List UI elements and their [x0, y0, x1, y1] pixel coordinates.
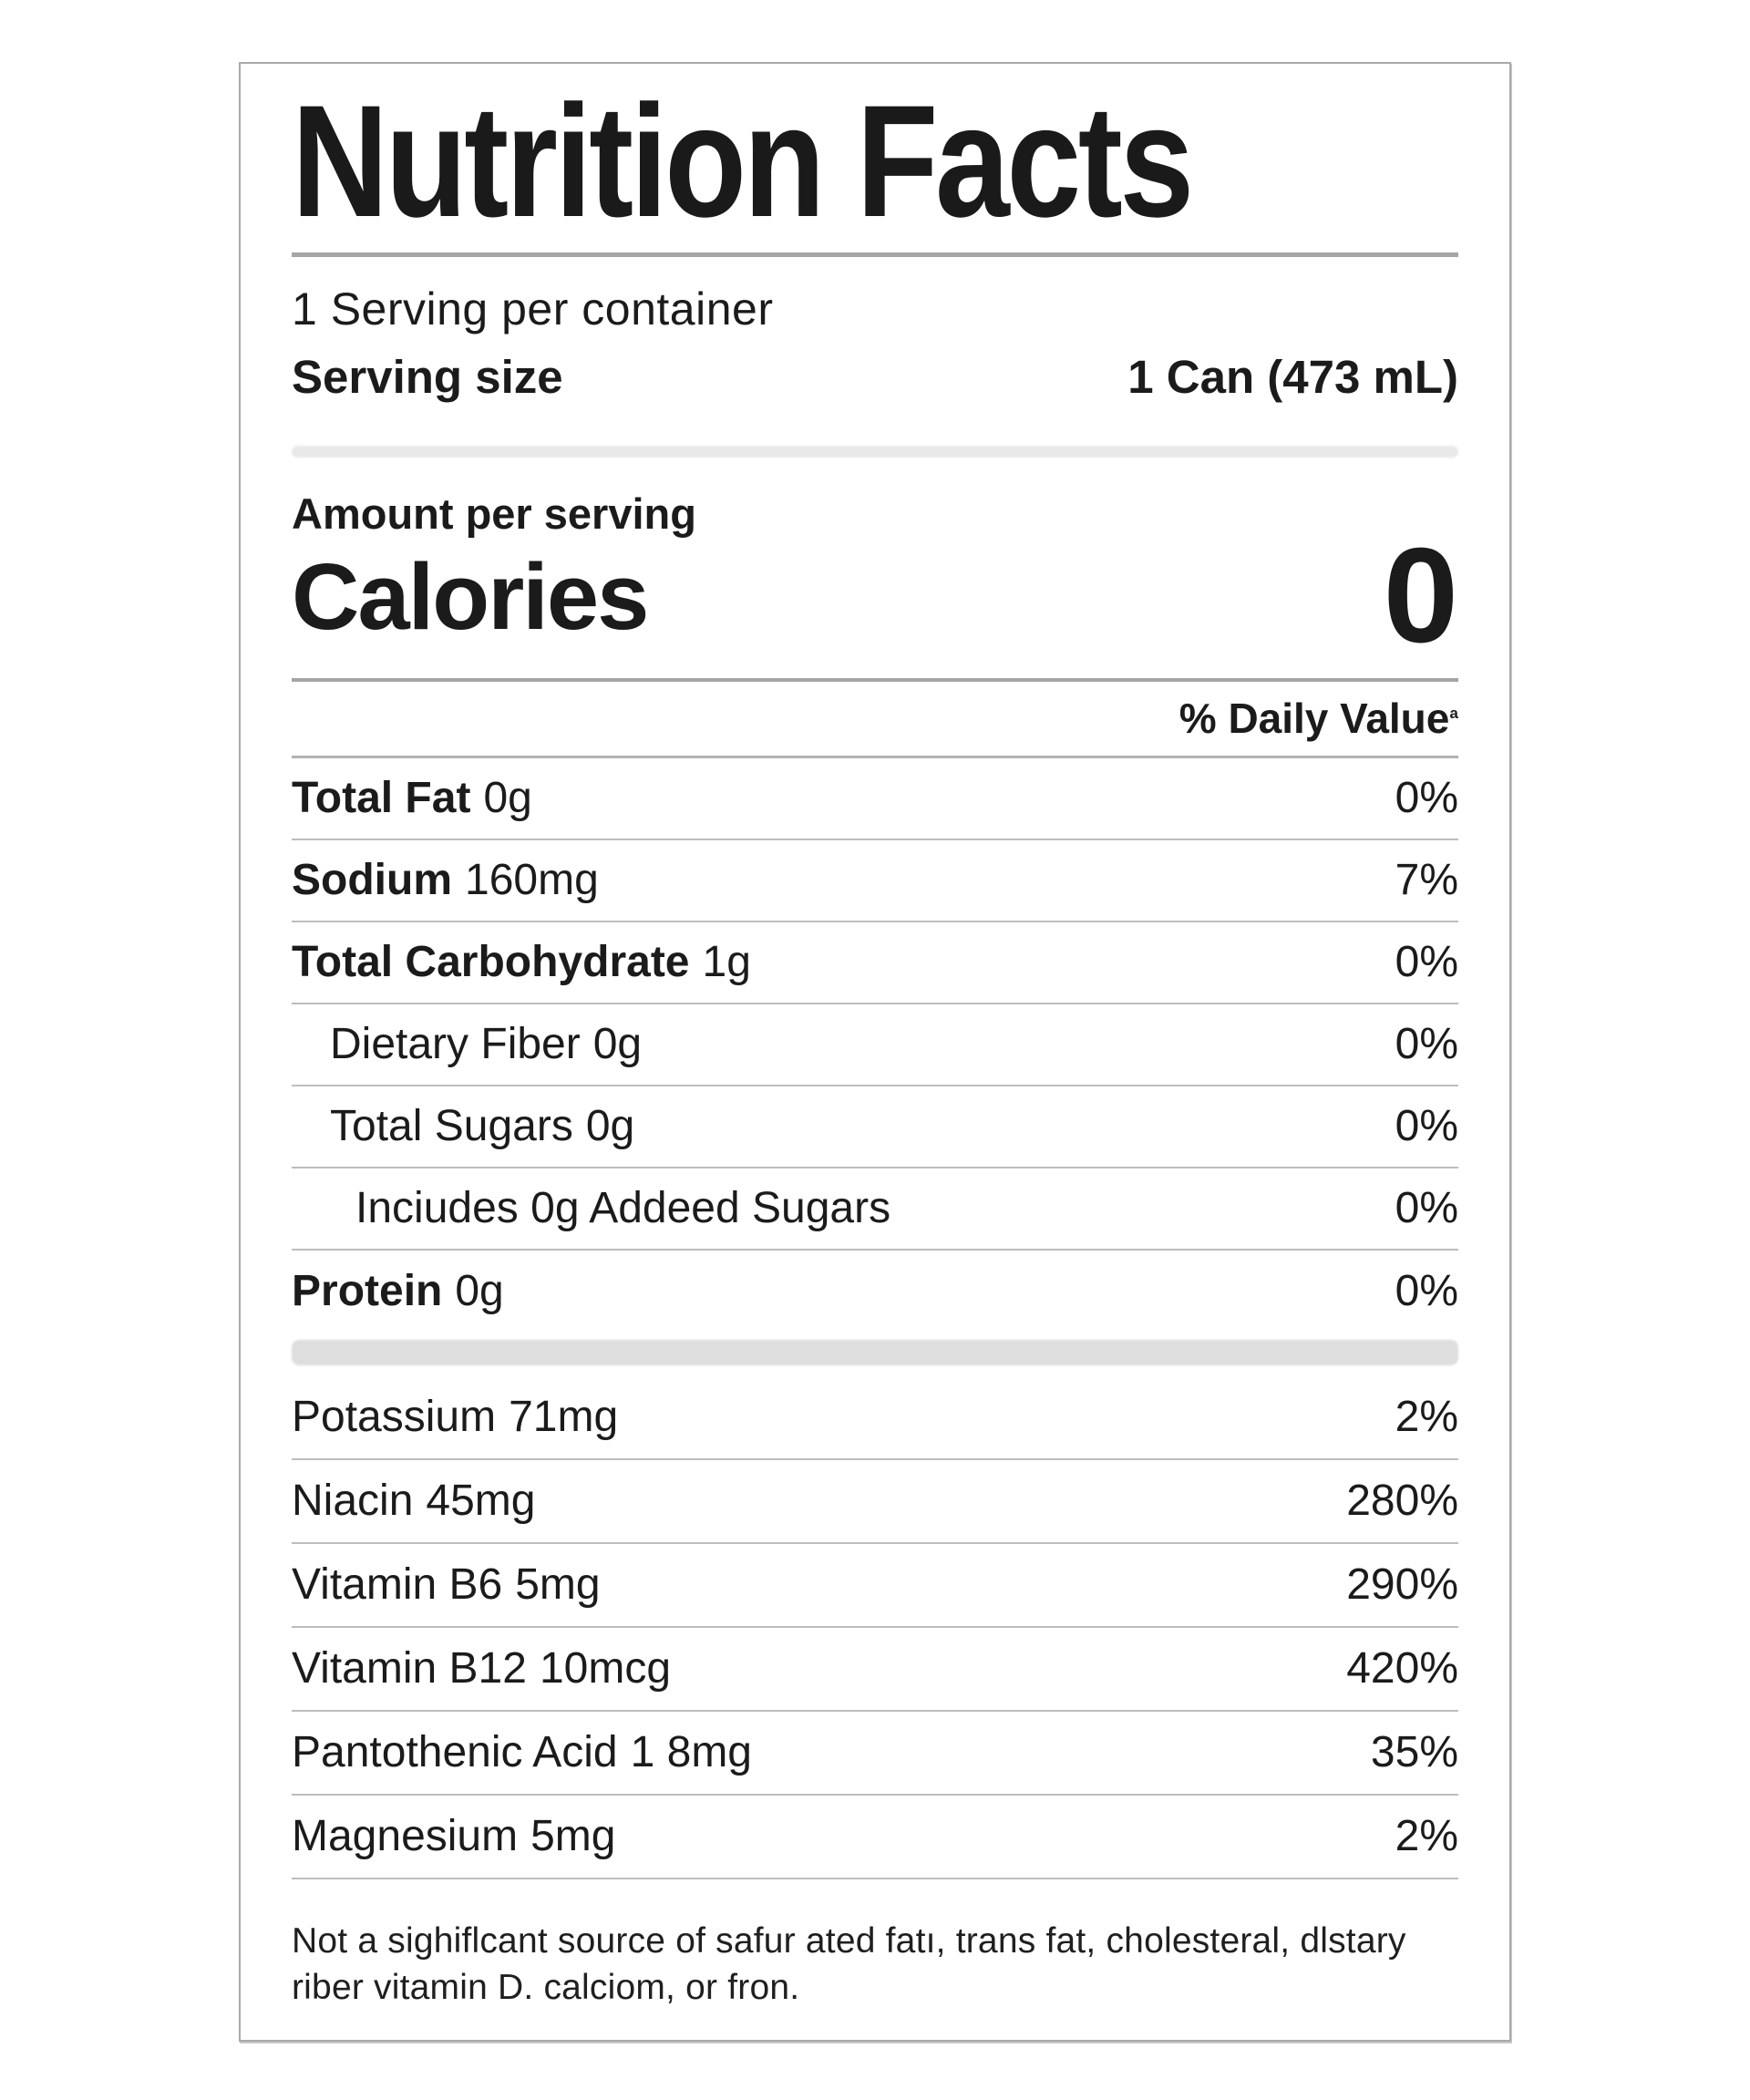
vitamin-name: Magnesium [292, 1812, 519, 1861]
vitamin-daily-value: 2% [1395, 1812, 1458, 1861]
nutrient-text: Total Carbohydrate 1g [292, 937, 751, 987]
serving-size-row: Serving size 1 Can (473 mL) [292, 350, 1458, 404]
nutrient-amount: 0g [585, 1102, 635, 1151]
nutrient-daily-value: 0% [1395, 1102, 1458, 1151]
vitamin-name: Niacin [292, 1477, 414, 1526]
nutrient-amount: 0g [455, 1267, 504, 1316]
amount-per-serving-label: Amount per serving [292, 489, 696, 538]
vitamin-row-pantothenic-acid: Pantothenic Acid 1 8mg 35% [292, 1712, 1458, 1796]
nutrient-daily-value: 0% [1395, 1020, 1458, 1069]
label-title: Nutrition Facts [292, 73, 1194, 251]
nutrient-row-dietary-fiber: Dietary Fiber 0g 0% [292, 1004, 1458, 1086]
nutrient-amount: 160mg [465, 856, 599, 905]
nutrient-name: Dietary Fiber [330, 1020, 581, 1069]
vitamin-text: Potassium 71mg [292, 1392, 618, 1442]
daily-value-footnote-mark: ª [1449, 704, 1458, 732]
vitamin-text: Vitamin B6 5mg [292, 1560, 601, 1610]
vitamin-name: Vitamin B12 [292, 1644, 527, 1693]
nutrient-daily-value: 0% [1395, 938, 1458, 987]
vitamin-daily-value: 35% [1370, 1728, 1458, 1777]
thick-divider-protein [292, 1339, 1458, 1365]
vitamin-text: Magnesium 5mg [292, 1811, 615, 1861]
nutrient-daily-value: 7% [1395, 856, 1458, 905]
nutrient-name: Protein [292, 1267, 443, 1316]
vitamin-row-vitamin-b6: Vitamin B6 5mg 290% [292, 1544, 1458, 1628]
nutrient-row-sodium: Sodium 160mg 7% [292, 840, 1458, 922]
vitamin-text: Pantothenic Acid 1 8mg [292, 1727, 752, 1777]
vitamin-amount: 45mg [426, 1477, 536, 1526]
title-divider [292, 252, 1458, 257]
nutrient-text: Sodium 160mg [292, 855, 599, 905]
vitamin-daily-value: 280% [1346, 1477, 1458, 1526]
vitamin-text: Niacin 45mg [292, 1476, 535, 1526]
vitamin-daily-value: 2% [1395, 1393, 1458, 1442]
nutrient-name: Sodium [292, 856, 452, 905]
nutrient-text: Total Fat 0g [292, 773, 532, 823]
vitamin-daily-value: 420% [1346, 1644, 1458, 1693]
nutrition-facts-label: Nutrition Facts 1 Serving per container … [239, 62, 1511, 2042]
nutrient-row-added-sugars: Inciudes 0g Addeed Sugars 0% [292, 1168, 1458, 1251]
nutrient-name: Total Sugars [330, 1102, 573, 1151]
nutrient-daily-value: 0% [1395, 774, 1458, 823]
vitamin-name: Potassium [292, 1393, 497, 1442]
servings-per-container: 1 Serving per container [292, 283, 774, 335]
nutrient-amount: 0g [483, 774, 532, 823]
nutrient-row-total-carbohydrate: Total Carbohydrate 1g 0% [292, 922, 1458, 1004]
serving-size-value: 1 Can (473 mL) [1127, 350, 1458, 403]
nutrient-text: Total Sugars 0g [330, 1101, 634, 1151]
nutrient-name: Total Fat [292, 774, 471, 823]
nutrient-text: Protein 0g [292, 1266, 504, 1316]
vitamin-amount: 5mg [530, 1812, 616, 1861]
nutrient-amount: 0g [592, 1020, 643, 1069]
daily-value-header-row: % Daily Value ª [292, 682, 1458, 758]
nutrient-row-protein: Protein 0g 0% [292, 1251, 1458, 1333]
footnote-text: Not a sighiflcant source of safur ated f… [292, 1920, 1406, 2008]
calories-label: Calories [292, 543, 649, 649]
vitamin-name: Pantothenic Acid [292, 1728, 618, 1777]
vitamin-row-magnesium: Magnesium 5mg 2% [292, 1796, 1458, 1879]
vitamin-amount: 5mg [515, 1560, 601, 1610]
calories-divider [292, 677, 1458, 682]
nutrient-text: Dietary Fiber 0g [330, 1019, 642, 1069]
serving-size-label: Serving size [292, 350, 563, 403]
vitamin-amount: 1 8mg [630, 1728, 752, 1777]
nutrient-daily-value: 0% [1395, 1267, 1458, 1316]
vitamin-daily-value: 290% [1346, 1560, 1458, 1610]
thick-divider-serving [292, 445, 1458, 458]
calories-value: 0 [1383, 520, 1458, 671]
vitamin-amount: 10mcg [539, 1644, 672, 1693]
nutrient-name: Total Carbohydrate [292, 938, 690, 987]
nutrient-amount: 1g [702, 938, 751, 987]
calories-row: Calories 0 [292, 520, 1458, 671]
vitamin-row-potassium: Potassium 71mg 2% [292, 1376, 1458, 1460]
daily-value-header: % Daily Value [1179, 695, 1450, 743]
nutrient-row-total-sugars: Total Sugars 0g 0% [292, 1086, 1458, 1168]
vitamin-text: Vitamin B12 10mcg [292, 1643, 671, 1693]
vitamin-name: Vitamin B6 [292, 1560, 503, 1610]
nutrient-name: Inciudes 0g Addeed Sugars [355, 1184, 891, 1233]
vitamin-row-vitamin-b12: Vitamin B12 10mcg 420% [292, 1628, 1458, 1712]
nutrient-row-total-fat: Total Fat 0g 0% [292, 758, 1458, 840]
vitamin-row-niacin: Niacin 45mg 280% [292, 1460, 1458, 1544]
vitamin-amount: 71mg [509, 1393, 619, 1442]
nutrient-daily-value: 0% [1395, 1184, 1458, 1233]
nutrient-text: Inciudes 0g Addeed Sugars [355, 1183, 890, 1233]
